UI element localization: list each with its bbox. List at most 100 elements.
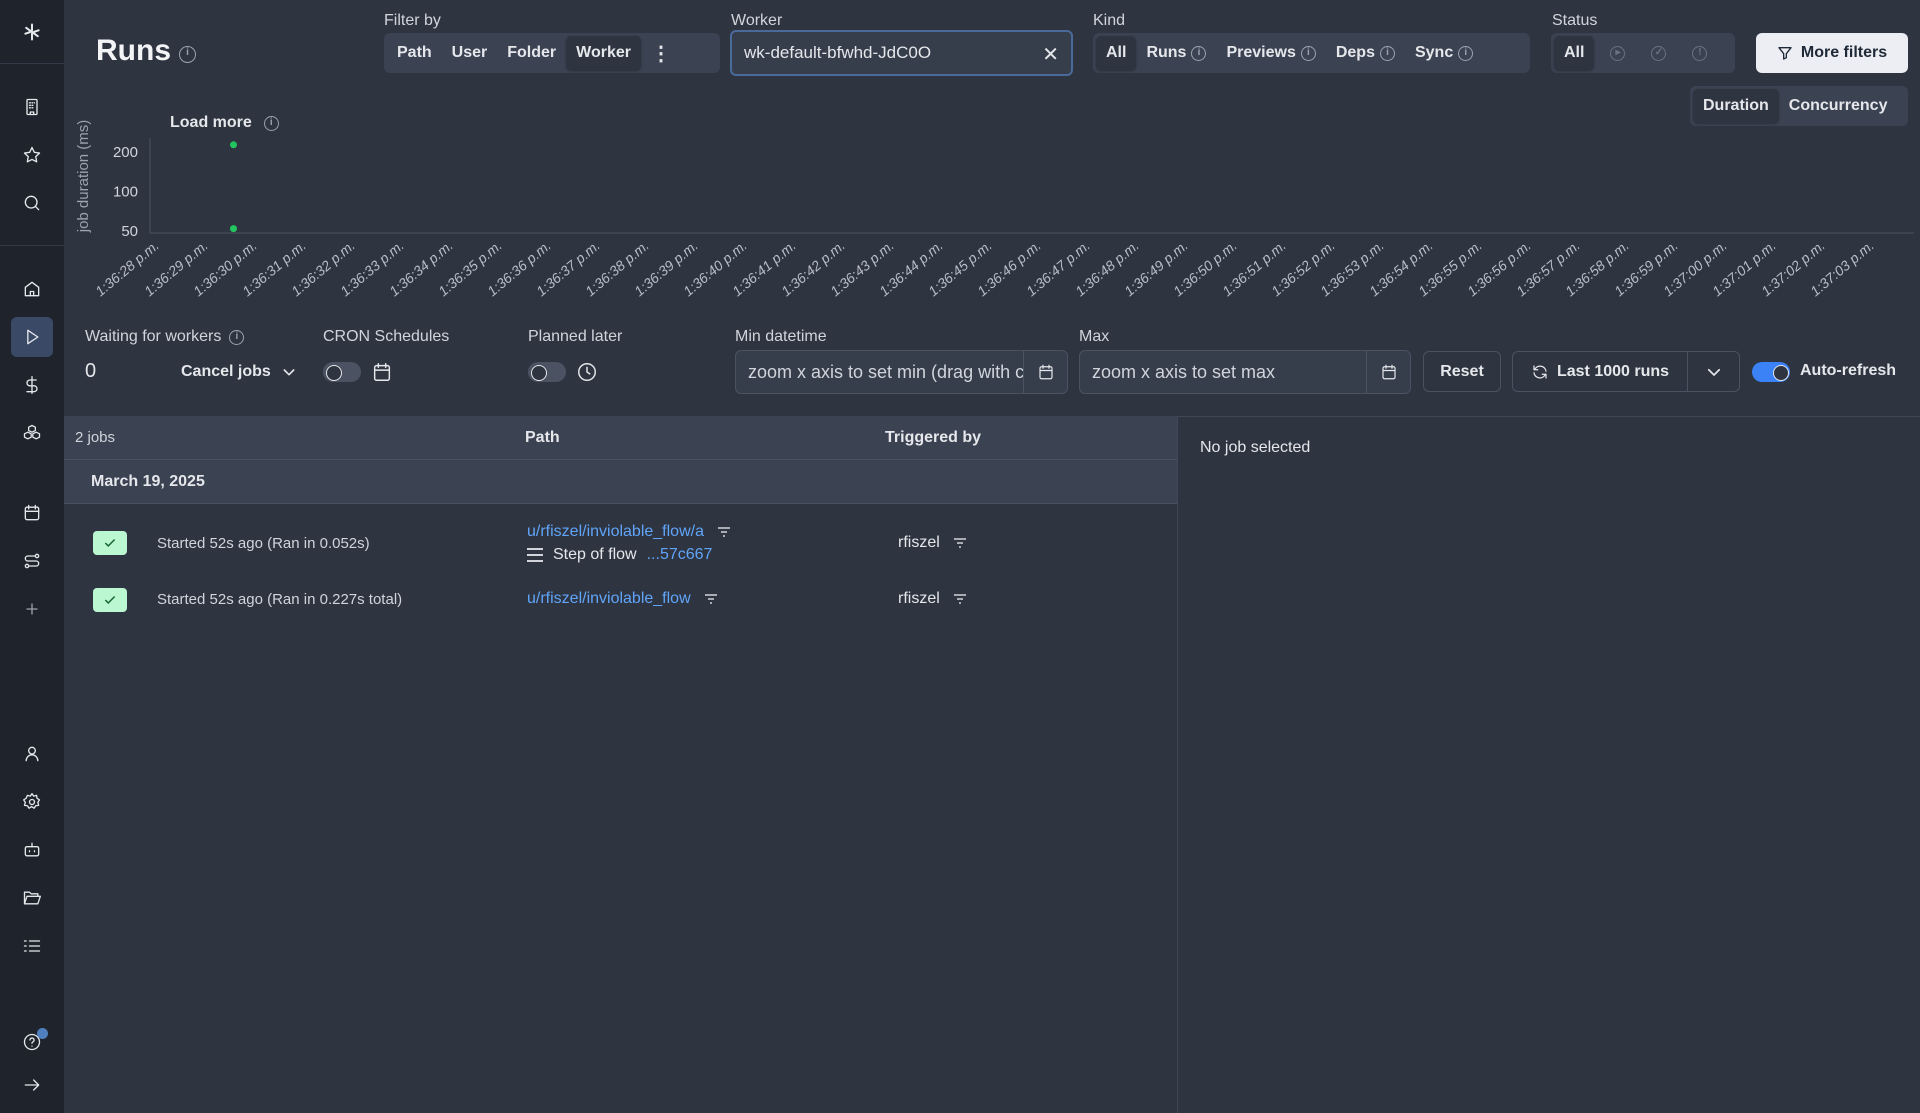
status-all[interactable]: All	[1554, 36, 1595, 70]
kind-runs-label: Runs	[1146, 44, 1187, 61]
min-datetime-input[interactable]: zoom x axis to set min (drag with ctrl)	[735, 350, 1068, 394]
last-runs-dropdown[interactable]	[1687, 351, 1740, 392]
filter-icon[interactable]	[704, 594, 717, 604]
calendar-icon[interactable]	[1366, 351, 1410, 393]
waiting-for-workers: Waiting for workers i	[85, 328, 245, 346]
check-circle-icon[interactable]: ✓	[1641, 36, 1676, 70]
success-badge	[93, 588, 127, 612]
filter-icon[interactable]	[953, 538, 966, 548]
table-row[interactable]: Started 52s ago (Ran in 0.052s) u/rfisze…	[64, 515, 1177, 571]
gear-icon[interactable]	[11, 782, 53, 822]
kind-previews[interactable]: Previews i	[1216, 36, 1325, 70]
star-icon[interactable]	[11, 135, 53, 175]
page-header: Runs i	[96, 34, 196, 68]
filter-folder[interactable]: Folder	[507, 44, 557, 61]
filter-path[interactable]: Path	[397, 44, 432, 61]
min-placeholder: zoom x axis to set min (drag with ctrl)	[748, 361, 1046, 382]
worker-value: wk-default-bfwhd-JdC0O	[744, 43, 932, 62]
flow-step: Step of flow ...57c667	[527, 546, 712, 564]
calendar-icon[interactable]	[11, 493, 53, 533]
page-title: Runs	[96, 34, 171, 67]
cancel-jobs-button[interactable]: Cancel jobs	[181, 363, 297, 381]
triggered-by-value: rfiszel	[898, 590, 940, 607]
folder-open-icon[interactable]	[11, 878, 53, 918]
load-more[interactable]: Load more i	[170, 114, 279, 132]
info-icon: i	[1300, 45, 1316, 61]
load-more-label[interactable]: Load more	[170, 114, 252, 131]
success-badge	[93, 531, 127, 555]
kind-deps[interactable]: Deps i	[1326, 36, 1405, 70]
chevron-down-icon	[283, 369, 295, 376]
filter-user[interactable]: User	[451, 44, 488, 61]
search-icon[interactable]	[11, 183, 53, 223]
alert-circle-icon[interactable]: !	[1682, 36, 1717, 70]
kind-group: All Runs i Previews i Deps i Sync i	[1093, 33, 1530, 73]
flows-icon[interactable]	[11, 541, 53, 581]
info-icon: i	[229, 329, 245, 345]
clock-icon[interactable]	[576, 361, 598, 383]
auto-refresh-label: Auto-refresh	[1800, 362, 1897, 379]
parent-flow-link[interactable]: ...57c667	[646, 546, 713, 563]
date-label: March 19, 2025	[91, 473, 205, 490]
planned-later-label: Planned later	[528, 328, 623, 345]
no-job-selected: No job selected	[1200, 439, 1311, 456]
tab-duration[interactable]: Duration	[1693, 89, 1779, 123]
last-runs-button[interactable]: Last 1000 runs	[1512, 351, 1688, 392]
info-icon[interactable]: i	[179, 45, 196, 63]
refresh-icon	[1533, 364, 1547, 379]
kind-all[interactable]: All	[1096, 36, 1137, 70]
dollar-icon[interactable]	[11, 365, 53, 405]
min-datetime-label: Min datetime	[735, 328, 827, 345]
calendar-icon[interactable]	[1023, 351, 1067, 393]
kind-sync[interactable]: Sync i	[1405, 36, 1483, 70]
planned-later-toggle[interactable]	[528, 362, 566, 382]
filter-icon[interactable]	[717, 527, 730, 537]
auto-refresh-toggle[interactable]	[1752, 362, 1790, 382]
triggered-by-value: rfiszel	[898, 534, 940, 551]
play-circle-icon[interactable]: ▸	[1600, 36, 1635, 70]
user-icon[interactable]	[11, 734, 53, 774]
list-icon[interactable]	[11, 926, 53, 966]
cron-toggle[interactable]	[323, 362, 361, 382]
runs-icon[interactable]	[11, 317, 53, 357]
help-icon[interactable]	[11, 1022, 53, 1062]
date-group-header: March 19, 2025	[64, 460, 1177, 504]
job-path: u/rfiszel/inviolable_flow/a	[527, 523, 730, 541]
table-row[interactable]: Started 52s ago (Ran in 0.227s total) u/…	[64, 572, 1177, 628]
flow-step-icon	[527, 548, 543, 562]
filter-icon	[1778, 47, 1792, 60]
arrow-right-icon[interactable]	[11, 1065, 53, 1105]
worker-input[interactable]: wk-default-bfwhd-JdC0O ✕	[730, 30, 1073, 76]
home-icon[interactable]	[11, 269, 53, 309]
kind-previews-label: Previews	[1226, 44, 1296, 61]
plus-icon[interactable]	[11, 589, 53, 629]
calendar-icon[interactable]	[371, 361, 393, 383]
last-runs-label: Last 1000 runs	[1556, 362, 1670, 380]
job-path-link[interactable]: u/rfiszel/inviolable_flow/a	[527, 523, 704, 540]
info-icon: i	[263, 115, 279, 131]
chart-tabs: Duration Concurrency	[1690, 86, 1908, 126]
more-filters-button[interactable]: More filters	[1756, 33, 1908, 73]
worker-label: Worker	[731, 12, 783, 29]
waiting-count: 0	[85, 360, 97, 382]
max-datetime-input[interactable]: zoom x axis to set max	[1079, 350, 1411, 394]
info-icon: i	[1379, 45, 1395, 61]
bot-icon[interactable]	[11, 830, 53, 870]
status-group: All ▸ ✓ !	[1551, 33, 1735, 73]
reset-button[interactable]: Reset	[1423, 351, 1501, 392]
filter-by-group: Path User Folder Worker ⋮	[384, 33, 720, 73]
notification-dot	[37, 1028, 48, 1039]
close-icon[interactable]: ✕	[1042, 44, 1059, 66]
job-path-link[interactable]: u/rfiszel/inviolable_flow	[527, 590, 691, 607]
job-detail-panel: No job selected	[1177, 416, 1920, 1113]
resources-icon[interactable]	[11, 413, 53, 453]
filter-icon[interactable]	[953, 594, 966, 604]
y-tick-label: 100	[113, 183, 138, 200]
apps-icon[interactable]	[11, 87, 53, 127]
logo-icon[interactable]	[11, 12, 53, 52]
more-vertical-icon[interactable]: ⋮	[650, 42, 671, 65]
tab-concurrency[interactable]: Concurrency	[1788, 97, 1888, 114]
kind-runs[interactable]: Runs i	[1136, 36, 1216, 70]
filter-worker[interactable]: Worker	[566, 36, 641, 70]
